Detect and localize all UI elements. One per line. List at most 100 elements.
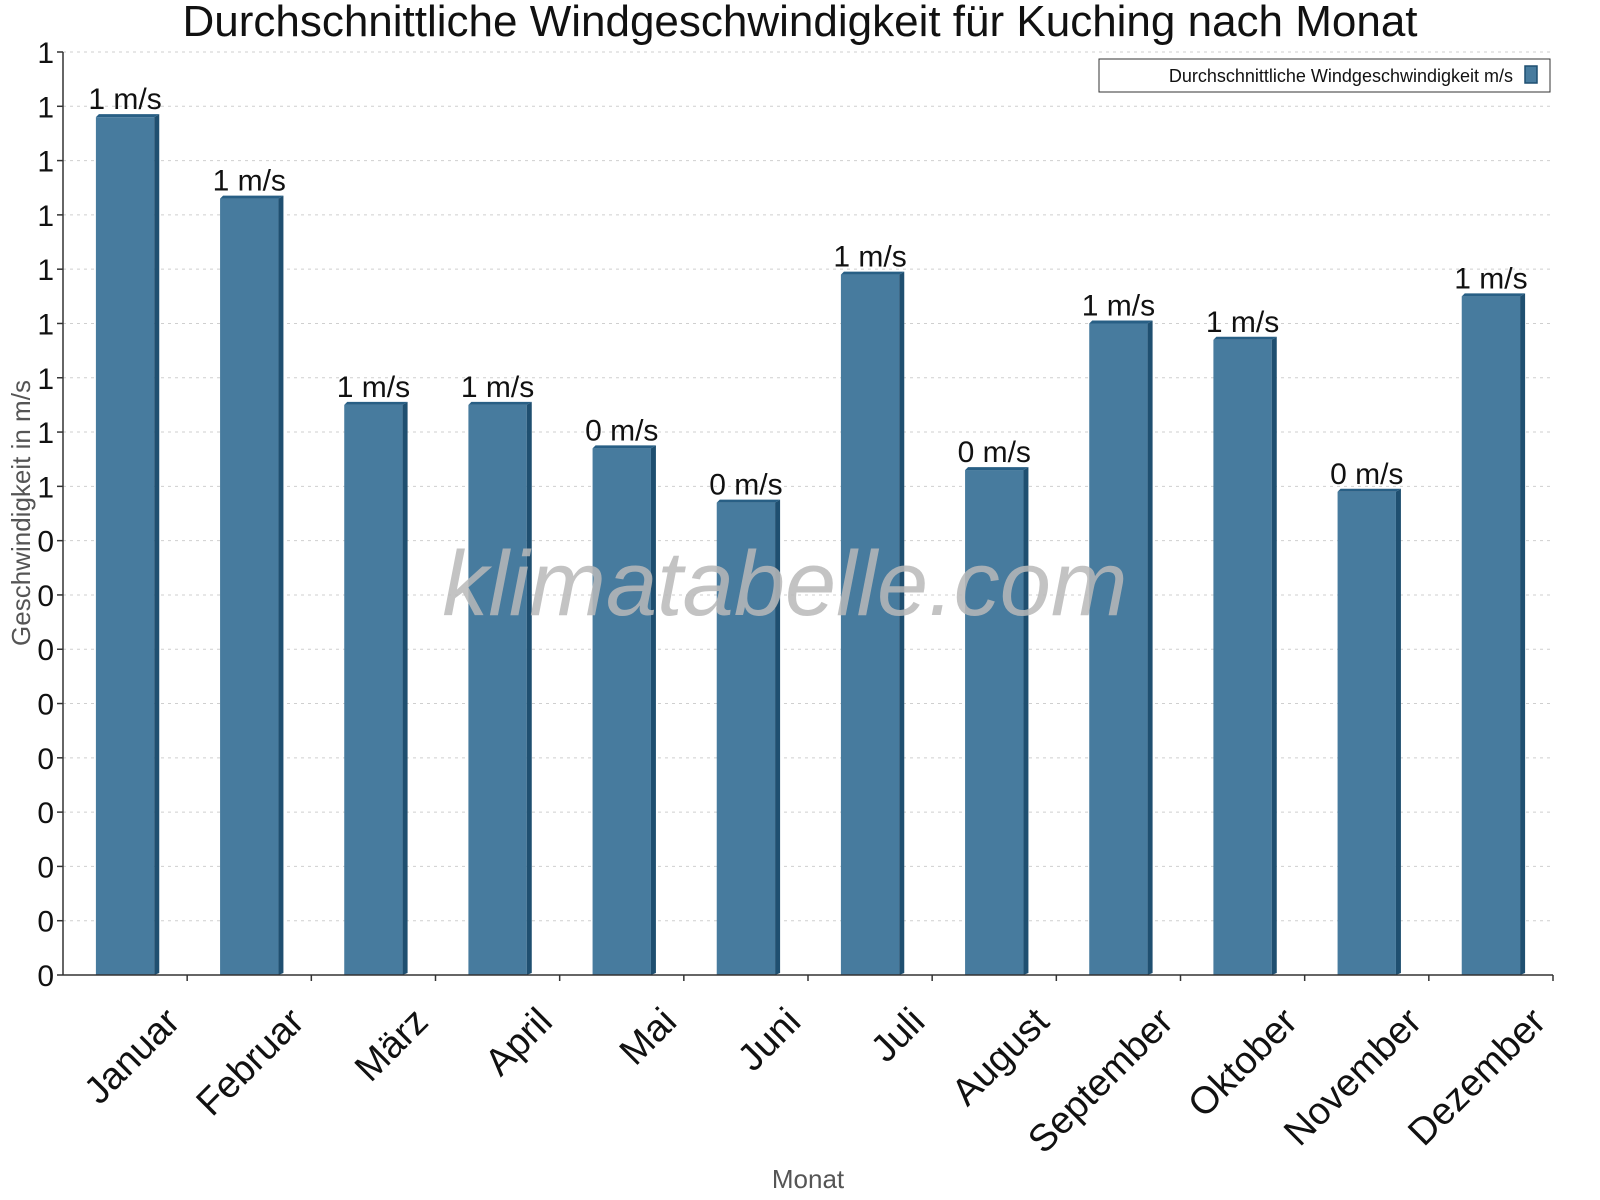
bar-side xyxy=(1395,488,1401,975)
bar-top xyxy=(1337,488,1401,492)
bar-side xyxy=(526,401,532,976)
y-tick-label: 1 xyxy=(37,200,54,233)
grid-lines xyxy=(63,51,1553,922)
y-tick-label: 1 xyxy=(37,37,54,70)
x-tick-labels: Januar Februar März April Mai Juni Juli AugustS… xyxy=(76,975,1554,1162)
data-label: 0 m/s xyxy=(585,414,658,447)
bar-front xyxy=(840,274,900,975)
y-tick-label: 0 xyxy=(37,689,54,722)
y-tick-labels: 0 0 0 0 0 0 0 0 0 1 1 1 1 1 1 1 1 1 xyxy=(37,37,63,993)
y-tick-label: 0 xyxy=(37,797,54,830)
bar-top xyxy=(95,114,160,118)
y-tick-label: 1 xyxy=(37,417,54,450)
bar-front xyxy=(1213,339,1272,976)
bar-11: 0 m/s xyxy=(1330,458,1403,975)
bar-side xyxy=(154,114,160,975)
bar-front xyxy=(220,198,279,975)
x-axis-label: Monat xyxy=(772,1164,845,1194)
bar-side xyxy=(1520,293,1526,976)
data-label: 1 m/s xyxy=(1454,262,1527,295)
legend-box xyxy=(1098,58,1551,93)
bar-10: 1 m/s xyxy=(1206,306,1279,976)
bar-side xyxy=(1271,336,1277,976)
data-label: 1 m/s xyxy=(213,165,286,198)
x-tick-label: Dezember xyxy=(1400,1000,1554,1154)
bar-front xyxy=(1461,296,1521,976)
bar-12: 1 m/s xyxy=(1454,262,1528,976)
legend-entry-label: Durchschnittliche Windgeschwindigkeit m/… xyxy=(1169,66,1513,86)
bar-top xyxy=(840,271,905,275)
x-tick-label: August xyxy=(944,1000,1058,1114)
bar-3: 1 m/s xyxy=(337,371,410,976)
legend-swatch xyxy=(1524,65,1538,84)
y-tick-label: 0 xyxy=(37,851,54,884)
bar-7: 1 m/s xyxy=(833,241,907,975)
bar-9: 1 m/s xyxy=(1082,289,1155,975)
data-label: 0 m/s xyxy=(958,436,1031,469)
bar-5: 0 m/s xyxy=(585,414,658,975)
bar-1: 1 m/s xyxy=(88,83,162,975)
bar-front xyxy=(592,448,651,975)
data-label: 1 m/s xyxy=(1082,289,1155,322)
bar-top xyxy=(1461,293,1526,297)
bar-front xyxy=(344,404,403,976)
data-label: 1 m/s xyxy=(337,371,410,404)
data-label: 1 m/s xyxy=(1206,306,1279,339)
bar-front xyxy=(965,470,1024,975)
legend: Durchschnittliche Windgeschwindigkeit m/… xyxy=(1098,58,1551,93)
bar-6: 0 m/s xyxy=(709,469,783,975)
y-tick-label: 0 xyxy=(37,906,54,939)
bar-side xyxy=(899,271,905,975)
chart-title: Durchschnittliche Windgeschwindigkeit fü… xyxy=(182,0,1417,46)
bar-side xyxy=(775,499,781,975)
bar-side xyxy=(1023,467,1029,975)
bar-top xyxy=(716,499,781,503)
bar-top xyxy=(220,195,284,199)
bar-side xyxy=(1147,320,1153,975)
bar-top xyxy=(1089,320,1153,324)
bar-front xyxy=(95,117,155,975)
bars: 1 m/s 1 m/s 1 m/s 1 m/s 0 m/s 0 m/s 1 m/s 0 m/s… xyxy=(88,83,1528,976)
bar-front xyxy=(1337,491,1396,975)
x-tick-label: Februar xyxy=(189,1000,313,1124)
x-tick-label: Januar xyxy=(76,1000,188,1112)
x-tick-label: Mai xyxy=(612,1000,685,1073)
x-tick-label: April xyxy=(477,1000,560,1083)
y-tick-label: 1 xyxy=(37,308,54,341)
data-label: 0 m/s xyxy=(1330,458,1403,491)
bar-top xyxy=(344,401,408,405)
y-tick-label: 0 xyxy=(37,580,54,613)
bar-front xyxy=(468,404,527,976)
y-tick-label: 0 xyxy=(37,526,54,559)
bar-front xyxy=(716,502,776,975)
y-tick-label: 0 xyxy=(37,634,54,667)
bar-side xyxy=(402,401,408,976)
y-tick-label: 1 xyxy=(37,363,54,396)
bar-4: 1 m/s xyxy=(461,371,534,976)
bar-top xyxy=(592,445,656,449)
y-tick-label: 1 xyxy=(37,91,54,124)
x-tick-label: Juni xyxy=(730,1000,809,1079)
data-label: 1 m/s xyxy=(833,241,906,274)
data-label: 1 m/s xyxy=(461,371,534,404)
bar-top xyxy=(468,401,532,405)
bar-8: 0 m/s xyxy=(958,436,1031,975)
bar-front xyxy=(1089,323,1148,975)
y-tick-label: 1 xyxy=(37,254,54,287)
y-tick-label: 1 xyxy=(37,146,54,179)
y-tick-label: 1 xyxy=(37,471,54,504)
x-tick-label: Oktober xyxy=(1180,1000,1306,1126)
y-tick-label: 0 xyxy=(37,960,54,993)
bar-top xyxy=(1213,336,1277,340)
bar-top xyxy=(965,467,1029,471)
x-tick-label: März xyxy=(347,1000,436,1089)
data-label: 1 m/s xyxy=(88,83,161,116)
x-tick-label: Juli xyxy=(863,1000,933,1070)
bar-2: 1 m/s xyxy=(213,165,286,975)
data-label: 0 m/s xyxy=(709,469,782,502)
bar-side xyxy=(650,445,656,975)
y-axis-label: Geschwindigkeit in m/s xyxy=(6,380,36,646)
bar-side xyxy=(278,195,284,975)
y-tick-label: 0 xyxy=(37,743,54,776)
